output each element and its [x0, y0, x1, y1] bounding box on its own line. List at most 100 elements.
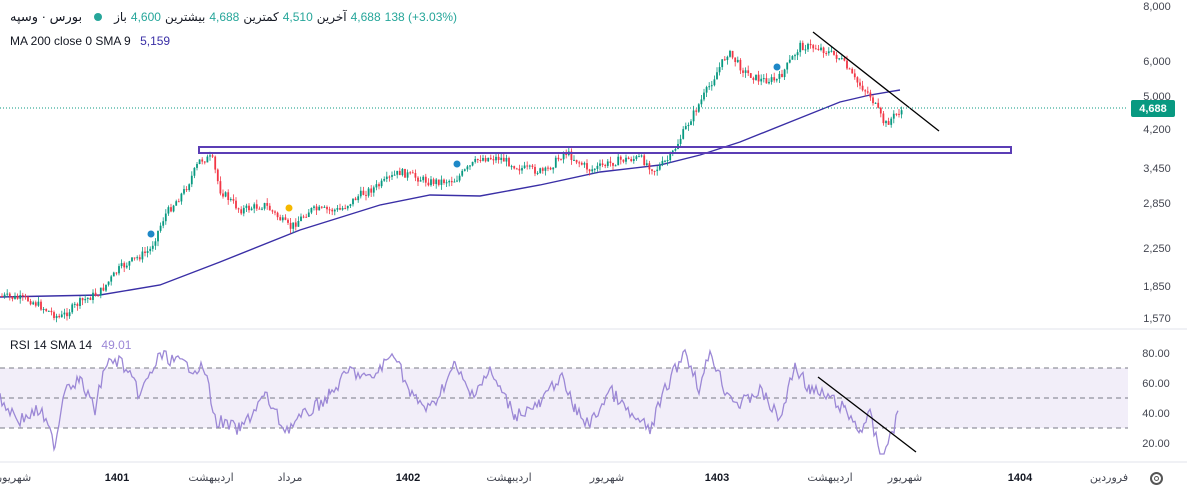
candle-body	[539, 168, 542, 173]
earnings-marker[interactable]	[285, 204, 293, 212]
candle-body	[651, 169, 653, 171]
candle-body	[562, 153, 565, 160]
candle-body	[591, 169, 594, 172]
candle-body	[757, 74, 760, 82]
time-tick-label: 1403	[705, 472, 729, 484]
candle-body	[630, 159, 633, 162]
candle-body	[807, 43, 809, 50]
symbol-name[interactable]: بورس · وسپه	[10, 9, 83, 24]
candle-body	[372, 187, 375, 193]
candle-body	[632, 158, 635, 162]
rsi-pane[interactable]: 80.00 60.00 40.00 20.00	[0, 348, 1170, 455]
candle-body	[666, 160, 669, 162]
candle-body	[367, 188, 370, 196]
candle-body	[513, 166, 516, 169]
candle-body	[157, 230, 159, 242]
dividend-marker[interactable]	[453, 160, 461, 168]
candle-body	[190, 175, 193, 185]
candle-body	[547, 167, 549, 169]
candle-body	[300, 216, 302, 222]
candle-body	[105, 284, 107, 291]
candle-body	[219, 181, 222, 194]
candle-body	[437, 179, 440, 185]
candle-body	[336, 208, 339, 210]
candle-body	[393, 174, 396, 176]
candle-body	[162, 221, 165, 226]
candle-body	[177, 201, 180, 203]
candle-body	[424, 176, 427, 183]
candle-body	[749, 73, 752, 78]
candle-body	[34, 302, 37, 306]
candle-body	[294, 222, 297, 227]
time-axis[interactable]: شهریور 1401 اردیبهشت مرداد 1402 اردیبهشت شهریو…	[0, 472, 1128, 484]
price-tick-label: 3,450	[1143, 163, 1171, 175]
candle-body	[430, 179, 432, 186]
candle-body	[536, 172, 539, 174]
candle-body	[398, 170, 401, 176]
candle-body	[55, 315, 58, 319]
time-tick-label: شهریور	[887, 472, 922, 484]
time-tick-label: اردیبهشت	[188, 472, 233, 484]
dividend-marker[interactable]	[773, 63, 781, 71]
candle-body	[484, 158, 487, 162]
candle-body	[609, 161, 612, 163]
candle-body	[825, 53, 828, 55]
candle-body	[63, 312, 66, 315]
candle-body	[180, 193, 183, 202]
candle-body	[882, 113, 885, 124]
candle-body	[123, 263, 126, 268]
candle-body	[866, 91, 869, 93]
candle-body	[232, 199, 235, 201]
candle-body	[474, 158, 477, 162]
candle-body	[879, 107, 882, 114]
price-pane[interactable]: 8,0006,0005,0004,2003,4502,8502,2501,850…	[0, 1, 1171, 325]
time-tick-label: شهریور	[0, 472, 31, 484]
candle-body	[471, 161, 474, 166]
candle-body	[734, 57, 737, 63]
candle-body	[861, 85, 864, 91]
candle-body	[341, 208, 344, 210]
price-axis[interactable]: 8,0006,0005,0004,2003,4502,8502,2501,850…	[1143, 1, 1171, 325]
rsi-trend-line[interactable]	[817, 376, 917, 453]
candle-body	[240, 209, 243, 214]
price-tick-label: 2,250	[1143, 243, 1171, 255]
candle-body	[648, 163, 651, 170]
candle-body	[614, 165, 617, 167]
candle-body	[723, 59, 726, 61]
rsi-value: 49.01	[101, 338, 132, 352]
candle-body	[482, 158, 484, 161]
candle-body	[432, 179, 435, 185]
candle-body	[799, 42, 802, 53]
ma-200-line	[0, 89, 901, 298]
rsi-axis[interactable]: 80.00 60.00 40.00 20.00	[1142, 348, 1170, 450]
high-label: بیشترین	[164, 10, 206, 24]
candle-body	[19, 295, 22, 299]
candle-body	[339, 208, 341, 210]
rsi-legend[interactable]: RSI 14 SMA 14 49.01	[10, 338, 131, 352]
candle-body	[900, 110, 903, 115]
time-tick-label: 1402	[396, 472, 420, 484]
dividend-marker[interactable]	[147, 230, 155, 238]
candle-body	[292, 222, 295, 229]
candle-body	[419, 180, 422, 182]
candle-body	[110, 276, 113, 282]
candle-body	[164, 213, 167, 222]
candle-body	[118, 266, 120, 274]
candle-body	[42, 308, 45, 310]
candle-body	[289, 222, 292, 229]
ma-legend[interactable]: MA 200 close 0 SMA 9 5,159	[10, 34, 170, 48]
ma-label: MA 200 close 0 SMA 9	[10, 34, 131, 48]
candle-body	[495, 156, 497, 161]
candle-body	[726, 56, 729, 61]
candle-body	[690, 121, 692, 125]
candle-body	[643, 155, 646, 166]
price-trend-line[interactable]	[812, 31, 940, 132]
candle-body	[422, 176, 425, 181]
settings-icon[interactable]	[1150, 472, 1163, 485]
resistance-box[interactable]	[198, 146, 1012, 154]
price-tick-label: 1,850	[1143, 281, 1171, 293]
candle-body	[768, 81, 770, 84]
candle-body	[463, 169, 466, 171]
candle-body	[898, 113, 900, 115]
